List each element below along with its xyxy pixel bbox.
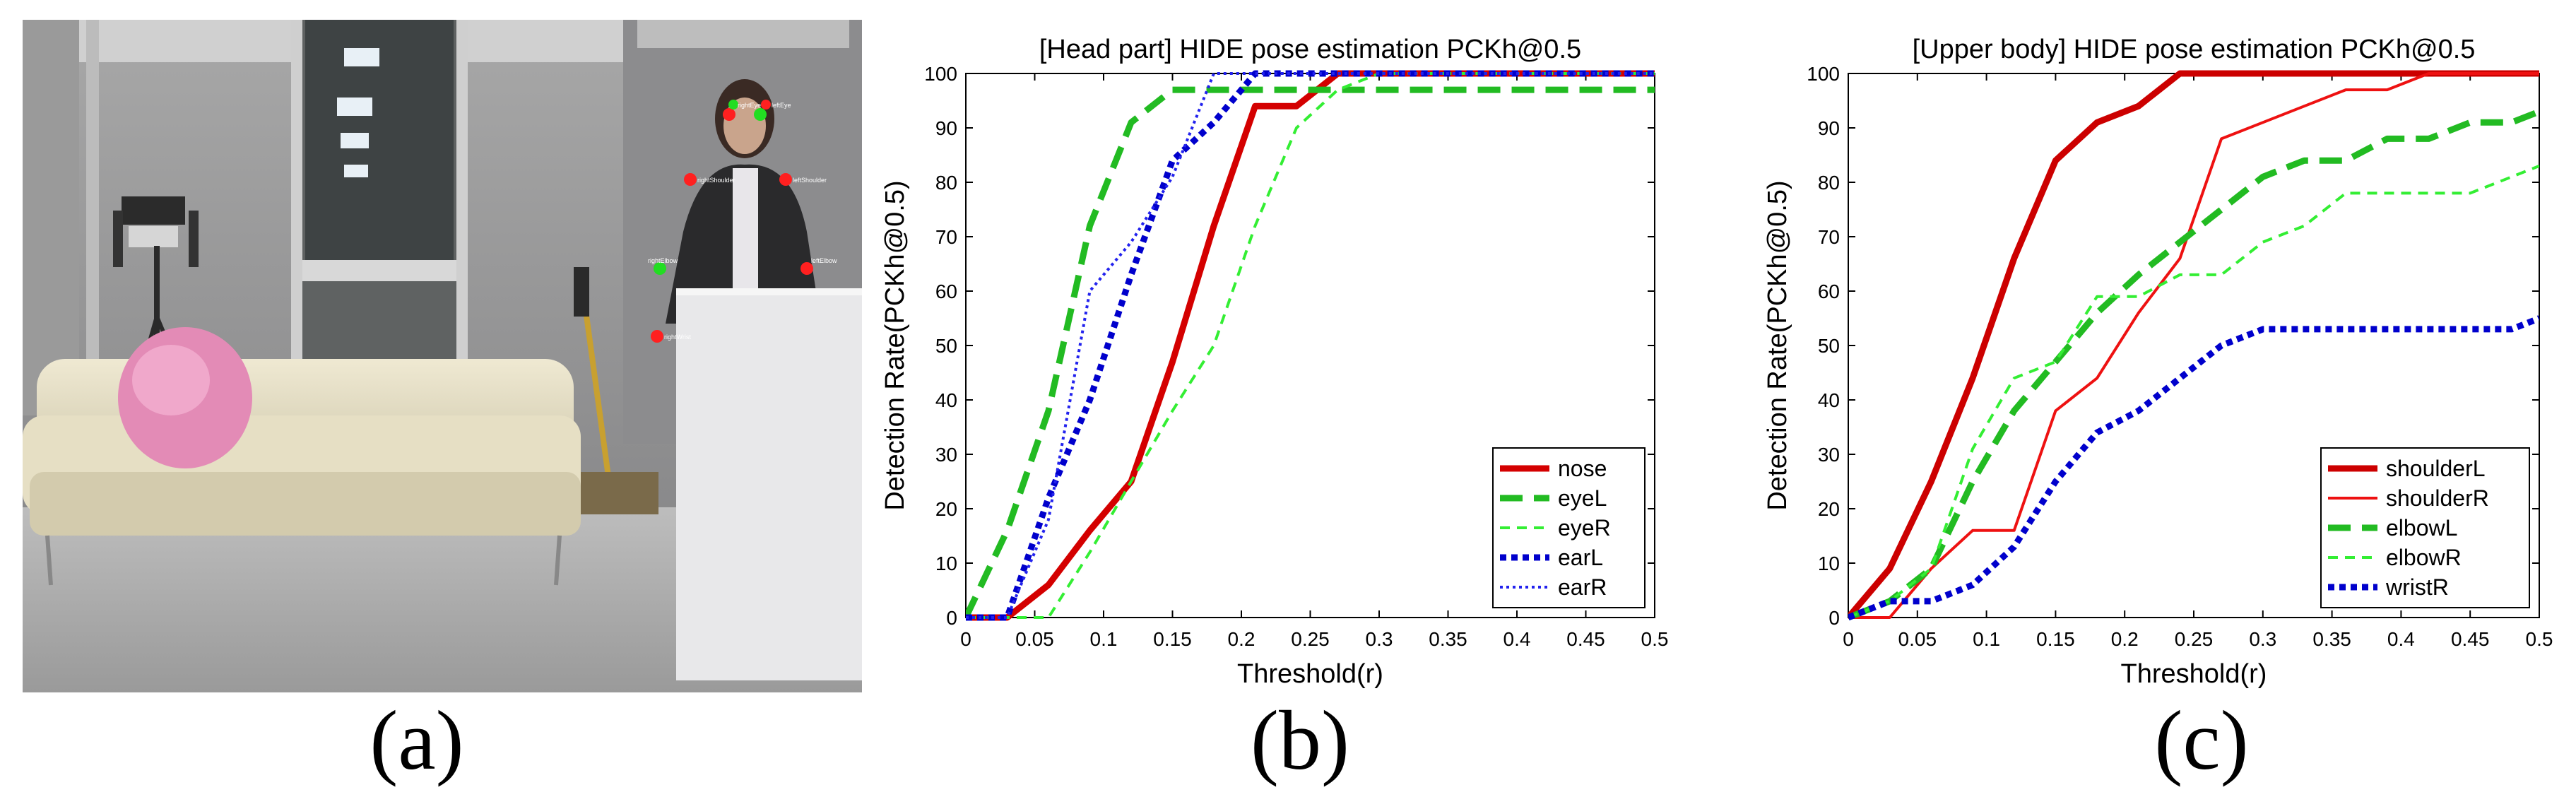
keypoint-label: rightShoulder (697, 177, 735, 184)
legend-label-elbowL: elbowL (2386, 515, 2457, 541)
pose-keypoints (651, 100, 813, 343)
legend: shoulderL shoulderR elbowL elbowR wristR (2320, 447, 2530, 608)
x-tick-label: 0.4 (1503, 628, 1531, 650)
y-tick-label: 50 (1818, 335, 1840, 357)
y-tick-label: 90 (1818, 117, 1840, 139)
keypoint-label: leftElbow (811, 257, 837, 264)
y-tick-label: 60 (935, 281, 957, 302)
y-tick-label: 10 (935, 553, 957, 574)
legend-label-nose: nose (1558, 456, 1607, 481)
y-tick-label: 80 (935, 172, 957, 194)
y-axis-label: Detection Rate(PCKh@0.5) (880, 180, 910, 510)
x-tick-label: 0.15 (1153, 628, 1192, 650)
legend-label-shoulderR: shoulderR (2386, 485, 2489, 511)
keypoint-label: leftEye (772, 102, 791, 109)
chart-title: [Head part] HIDE pose estimation PCKh@0.… (1039, 35, 1581, 64)
legend: nose eyeL eyeR earL earR (1492, 447, 1646, 608)
series-line-elbowR (1848, 165, 2539, 619)
chart-title: [Upper body] HIDE pose estimation PCKh@0… (1913, 35, 2476, 64)
y-tick-label: 30 (1818, 444, 1840, 466)
panel-label-a: (a) (370, 693, 464, 787)
x-tick-label: 0.3 (2249, 628, 2276, 650)
y-tick-label: 70 (935, 226, 957, 248)
legend-box (2320, 447, 2530, 608)
x-tick-label: 0.05 (1898, 628, 1937, 650)
x-tick-label: 0.25 (2175, 628, 2214, 650)
y-tick-label: 0 (1828, 607, 1840, 629)
series-line-shoulderR (1848, 72, 2539, 619)
x-tick-label: 0.2 (1228, 628, 1255, 650)
series-line-eyeR (966, 72, 1655, 619)
head-part-chart: 0 0.05 0.1 0.15 0.2 0.25 0.3 0.35 0.4 0.45 0.5 0 10 2… (880, 35, 1669, 689)
legend-label-earL: earL (1558, 545, 1603, 570)
keypoint-label: rightWrist (664, 333, 691, 341)
x-axis-label: Threshold(r) (1237, 659, 1383, 689)
x-tick-label: 0.2 (2111, 628, 2139, 650)
y-tick-label: 90 (935, 117, 957, 139)
keypoint-label: rightElbow (648, 257, 678, 264)
legend-label-earR: earR (1558, 574, 1607, 600)
legend-label-shoulderL: shoulderL (2386, 456, 2486, 481)
series-line-eyeL (966, 86, 1655, 619)
panel-label-c: (c) (2154, 693, 2249, 787)
x-tick-label: 0.1 (1090, 628, 1118, 650)
x-tick-label: 0.3 (1366, 628, 1393, 650)
y-tick-label: 20 (1818, 498, 1840, 520)
keypoint-label: leftShoulder (793, 177, 827, 184)
x-tick-label: 0.35 (1429, 628, 1467, 650)
x-tick-label: 0.45 (2451, 628, 2490, 650)
y-tick-label: 10 (1818, 553, 1840, 574)
y-tick-label: 30 (935, 444, 957, 466)
y-tick-label: 40 (1818, 389, 1840, 411)
y-tick-label: 80 (1818, 172, 1840, 194)
x-tick-label: 0.05 (1015, 628, 1054, 650)
y-tick-label: 50 (935, 335, 957, 357)
legend-label-wristR: wristR (2385, 574, 2449, 600)
x-tick-label: 0.5 (1641, 628, 1669, 650)
x-tick-label: 0.15 (2036, 628, 2075, 650)
y-tick-label: 0 (946, 607, 957, 629)
keypoint-label: rightEye (738, 102, 761, 109)
x-tick-label: 0.25 (1291, 628, 1330, 650)
x-tick-label: 0.35 (2312, 628, 2351, 650)
y-tick-label: 60 (1818, 281, 1840, 302)
series-line-elbowL (1848, 108, 2539, 621)
y-tick-label: 40 (935, 389, 957, 411)
legend-label-eyeL: eyeL (1558, 485, 1607, 511)
x-tick-label: 0.45 (1566, 628, 1605, 650)
y-tick-label: 100 (1807, 63, 1840, 85)
y-axis-label: Detection Rate(PCKh@0.5) (1763, 180, 1792, 510)
scene-photo: rightEye leftEye rightShoulder leftShoul… (23, 20, 862, 692)
series-line-wristR (1848, 315, 2539, 621)
x-tick-label: 0.5 (2526, 628, 2553, 650)
x-tick-label: 0.1 (1973, 628, 2000, 650)
x-tick-label: 0 (960, 628, 971, 650)
y-tick-label: 70 (1818, 226, 1840, 248)
panel-label-b: (b) (1251, 693, 1349, 787)
y-tick-label: 20 (935, 498, 957, 520)
x-axis-label: Threshold(r) (2121, 659, 2267, 689)
legend-label-elbowR: elbowR (2386, 545, 2462, 570)
x-tick-label: 0 (1843, 628, 1854, 650)
x-tick-label: 0.4 (2387, 628, 2415, 650)
series-line-earR (966, 72, 1655, 619)
series-line-shoulderL (1848, 70, 2539, 620)
legend-label-eyeR: eyeR (1558, 515, 1611, 541)
upper-body-chart: 0 0.05 0.1 0.15 0.2 0.25 0.3 0.35 0.4 0.45 0.5 0 10 2… (1763, 35, 2553, 689)
y-tick-label: 100 (924, 63, 957, 85)
